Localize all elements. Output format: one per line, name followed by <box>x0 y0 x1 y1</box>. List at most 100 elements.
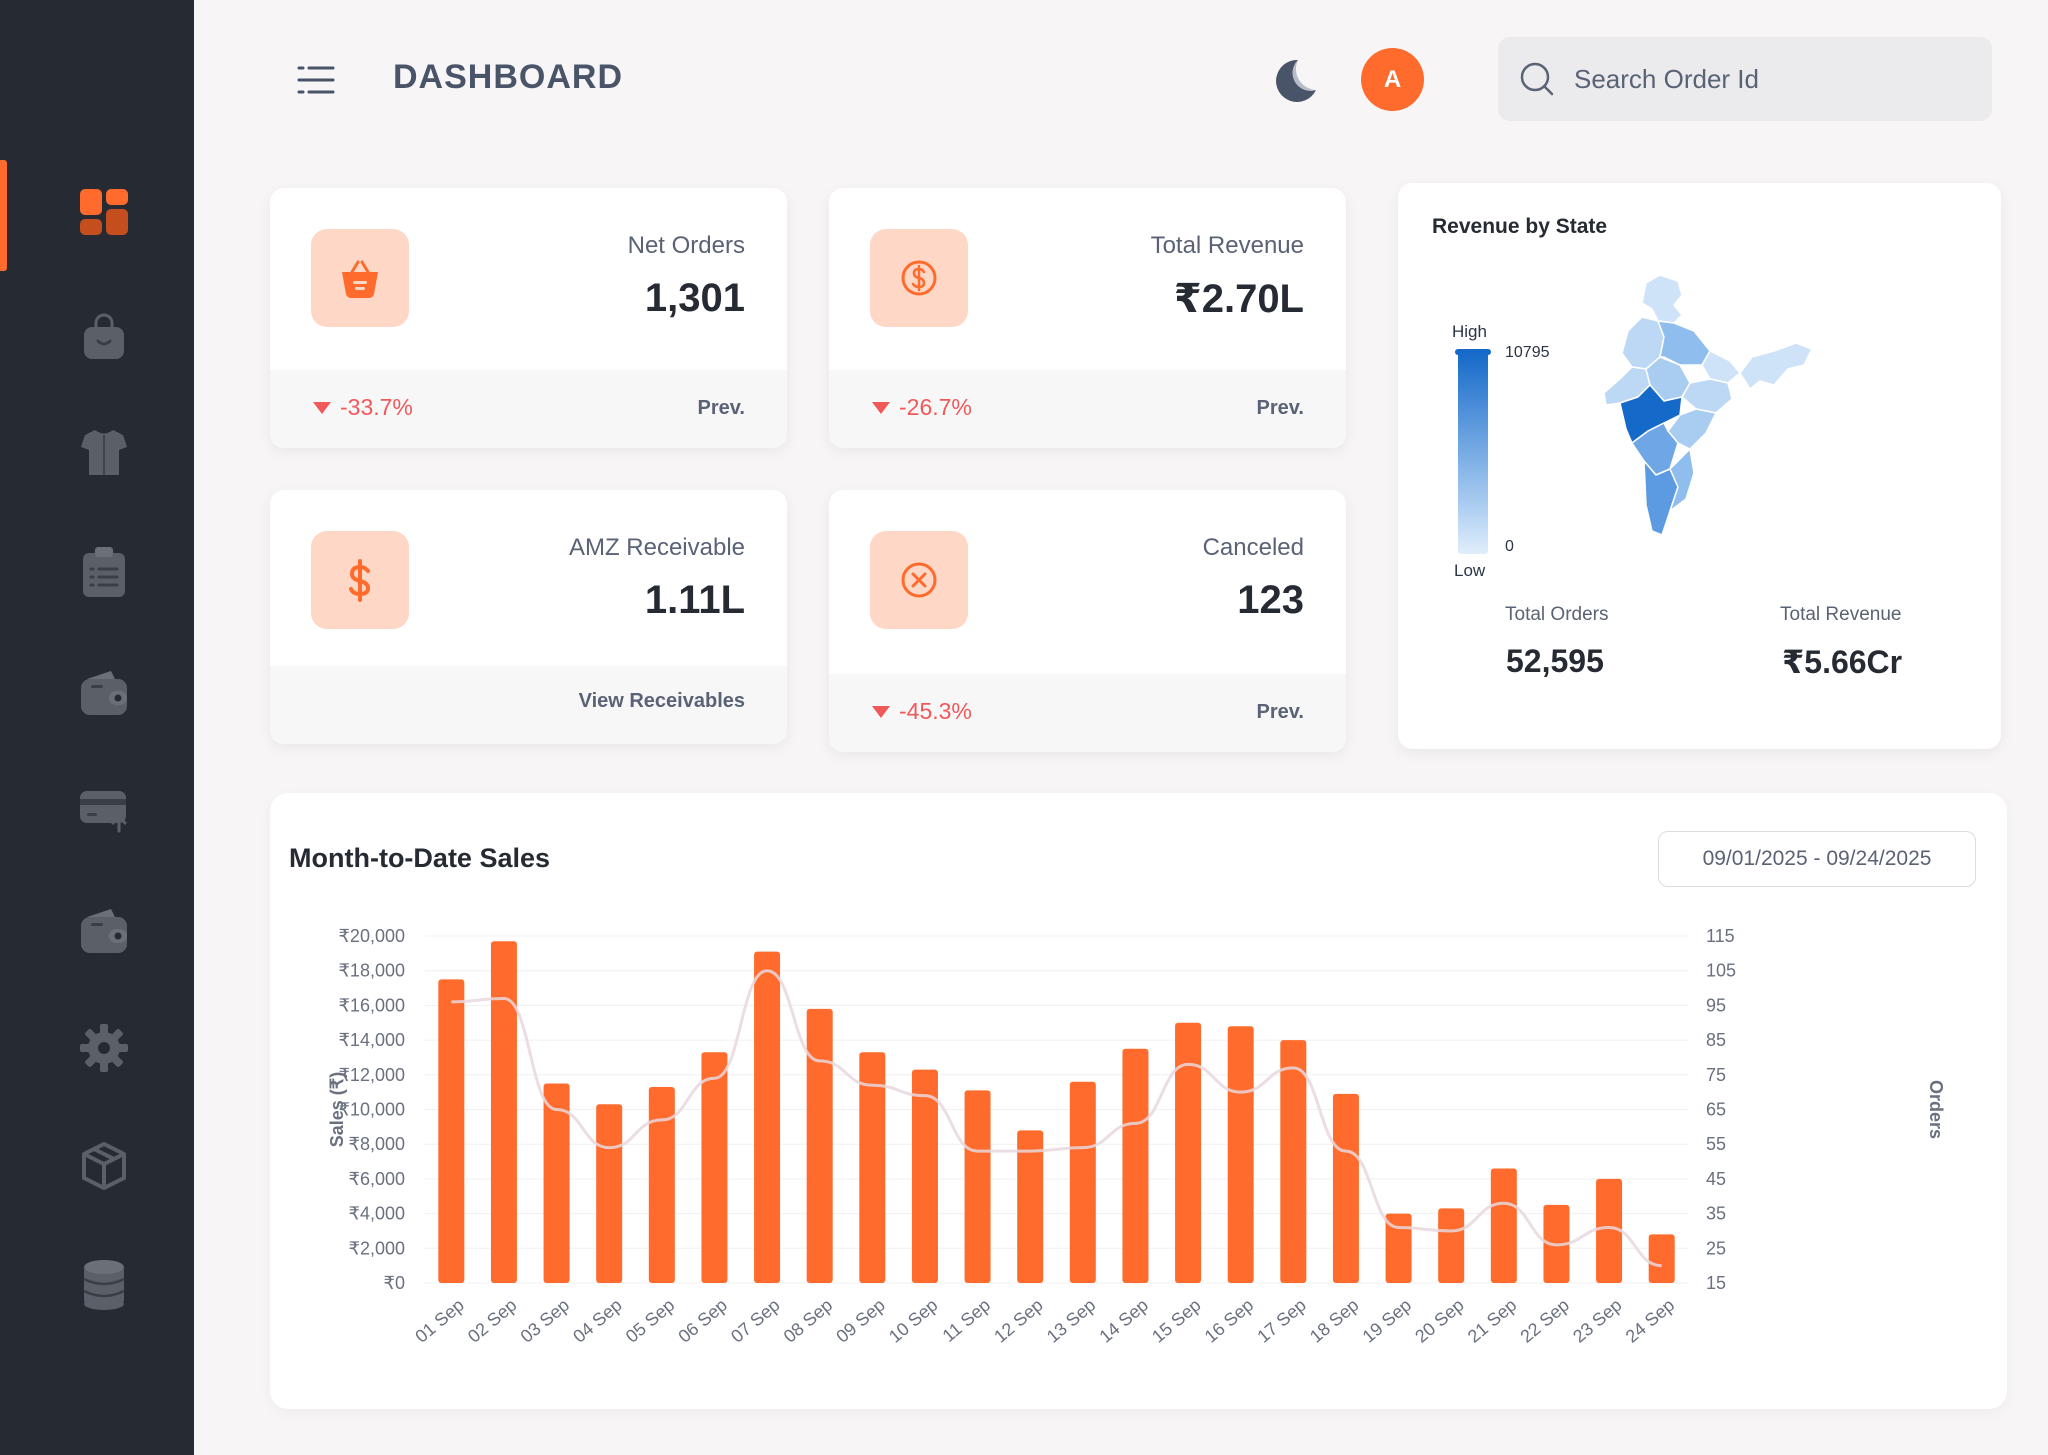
sales-bar[interactable] <box>1648 1234 1675 1283</box>
sales-bar[interactable] <box>1227 1026 1254 1283</box>
coin-icon <box>901 260 937 296</box>
total-revenue-label: Total Revenue <box>1780 604 1902 625</box>
y2-tick-label: 115 <box>1706 926 1735 946</box>
sales-bar[interactable] <box>1332 1093 1359 1283</box>
y-tick-label: ₹10,000 <box>338 1100 405 1120</box>
stat-card-total-revenue: Total Revenue ₹2.70L -26.7% Prev. <box>829 188 1346 448</box>
sales-bar[interactable] <box>1122 1048 1149 1283</box>
sidebar-item-wallet-2[interactable] <box>72 898 136 962</box>
stat-card-amz-receivable: AMZ Receivable 1.11L View Receivables <box>270 490 787 744</box>
avatar[interactable]: A <box>1361 48 1424 111</box>
stat-change: -33.7% <box>312 394 413 421</box>
sales-bar[interactable] <box>701 1052 728 1283</box>
x-tick-label: 01 Sep <box>411 1295 468 1347</box>
y-tick-label: ₹0 <box>384 1273 405 1293</box>
total-orders-label: Total Orders <box>1505 604 1609 625</box>
stat-change-value: -33.7% <box>340 394 413 420</box>
sales-bar[interactable] <box>806 1008 833 1283</box>
sales-bar[interactable] <box>1490 1168 1517 1283</box>
y2-axis-title: Orders <box>1926 1080 1946 1139</box>
x-tick-label: 09 Sep <box>832 1295 889 1347</box>
sidebar-item-products[interactable] <box>72 420 136 484</box>
stat-footer: -26.7% Prev. <box>829 370 1346 448</box>
x-tick-label: 11 Sep <box>939 1295 995 1346</box>
y-tick-label: ₹4,000 <box>349 1204 406 1224</box>
page-title: DASHBOARD <box>393 58 623 96</box>
map-region-northeast <box>1739 342 1813 390</box>
stat-value: ₹2.70L <box>1173 277 1304 321</box>
total-revenue-value: ₹5.66Cr <box>1782 644 1903 680</box>
y2-tick-label: 15 <box>1706 1273 1726 1293</box>
down-triangle-icon <box>872 705 890 718</box>
stat-value: 1,301 <box>644 276 745 320</box>
x-tick-label: 21 Sep <box>1464 1295 1521 1347</box>
x-tick-label: 08 Sep <box>780 1295 837 1347</box>
view-receivables-link[interactable]: View Receivables <box>578 690 745 712</box>
sidebar <box>0 0 194 1455</box>
moon-icon[interactable] <box>1268 54 1320 106</box>
x-tick-label: 06 Sep <box>674 1295 731 1347</box>
sidebar-item-orders[interactable] <box>72 304 136 368</box>
stat-value: 1.11L <box>644 578 745 622</box>
box-icon <box>82 1142 126 1190</box>
wallet-icon <box>81 909 127 953</box>
x-tick-label: 07 Sep <box>727 1295 784 1347</box>
shopping-bag-icon <box>84 313 124 359</box>
sales-bar[interactable] <box>596 1104 623 1283</box>
stat-label: Total Revenue <box>1150 232 1304 259</box>
orders-line <box>451 969 1662 1268</box>
search-input[interactable] <box>1574 63 1974 95</box>
stat-label: Canceled <box>1202 534 1304 561</box>
x-tick-label: 22 Sep <box>1516 1295 1573 1347</box>
x-tick-label: 12 Sep <box>990 1295 1047 1347</box>
sales-bar[interactable] <box>964 1090 991 1283</box>
date-range-picker[interactable]: 09/01/2025 - 09/24/2025 <box>1658 831 1976 887</box>
y-tick-label: ₹14,000 <box>338 1030 405 1050</box>
sales-bar[interactable] <box>1596 1178 1623 1283</box>
y-tick-label: ₹6,000 <box>349 1169 406 1189</box>
sidebar-item-dashboard[interactable] <box>72 180 136 244</box>
prev-link[interactable]: Prev. <box>1256 397 1304 419</box>
legend-min-value: 0 <box>1505 538 1514 555</box>
sales-bar[interactable] <box>543 1083 570 1283</box>
sales-bar[interactable] <box>1385 1213 1412 1283</box>
sales-bar[interactable] <box>1280 1040 1307 1283</box>
map-region-central-north <box>1657 320 1711 366</box>
y2-tick-label: 55 <box>1706 1134 1726 1154</box>
x-tick-label: 02 Sep <box>464 1295 521 1347</box>
total-orders-value: 52,595 <box>1506 643 1604 679</box>
tshirt-icon <box>81 430 127 475</box>
database-icon <box>83 1260 125 1310</box>
sales-bar[interactable] <box>490 941 517 1283</box>
sidebar-item-reports[interactable] <box>72 540 136 604</box>
sidebar-item-inventory[interactable] <box>72 1134 136 1198</box>
down-triangle-icon <box>313 401 331 414</box>
sidebar-item-wallet[interactable] <box>72 660 136 724</box>
stat-footer: -45.3% Prev. <box>829 674 1346 752</box>
sidebar-item-payments[interactable] <box>72 776 136 840</box>
sales-bar[interactable] <box>438 979 465 1283</box>
map-region-east <box>1681 378 1733 414</box>
sidebar-item-database[interactable] <box>72 1252 136 1316</box>
menu-icon[interactable] <box>296 62 336 98</box>
sales-bar[interactable] <box>911 1069 938 1283</box>
sales-bar[interactable] <box>648 1086 675 1283</box>
revenue-by-state-card: Revenue by State High 10795 0 Low Total … <box>1398 183 2001 749</box>
cancel-circle-icon <box>901 562 937 598</box>
sidebar-active-indicator <box>0 160 7 271</box>
sales-title: Month-to-Date Sales <box>289 843 551 873</box>
sales-bar[interactable] <box>1069 1081 1096 1283</box>
india-map[interactable] <box>1598 273 1818 563</box>
sales-bar[interactable] <box>1438 1208 1465 1283</box>
prev-link[interactable]: Prev. <box>1256 701 1304 723</box>
sidebar-item-settings[interactable] <box>72 1016 136 1080</box>
stat-card-net-orders: Net Orders 1,301 -33.7% Prev. <box>270 188 787 448</box>
sales-bar[interactable] <box>754 951 781 1283</box>
x-tick-label: 15 Sep <box>1148 1295 1205 1347</box>
sales-bar[interactable] <box>1017 1130 1044 1283</box>
sales-bar[interactable] <box>859 1052 886 1283</box>
stat-change: -26.7% <box>871 394 972 421</box>
map-color-legend <box>1458 351 1488 554</box>
prev-link[interactable]: Prev. <box>697 397 745 419</box>
sales-bar[interactable] <box>1175 1022 1202 1283</box>
